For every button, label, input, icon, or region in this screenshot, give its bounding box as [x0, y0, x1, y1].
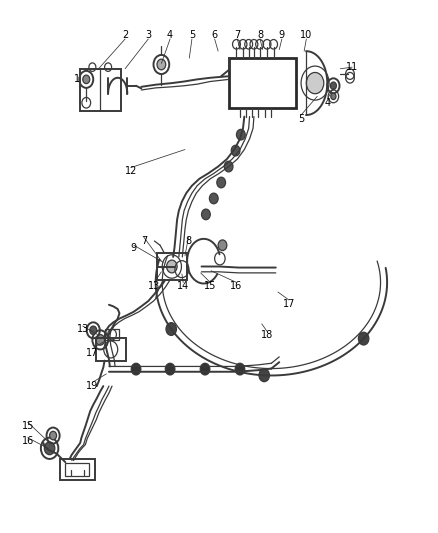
Text: 17: 17	[283, 298, 295, 309]
Text: 8: 8	[185, 236, 191, 246]
Text: 19: 19	[86, 381, 99, 391]
Circle shape	[209, 193, 218, 204]
Circle shape	[83, 75, 90, 84]
Bar	[96, 338, 126, 361]
Circle shape	[231, 146, 240, 156]
Text: 7: 7	[141, 236, 147, 246]
Text: 11: 11	[346, 62, 358, 72]
Circle shape	[259, 369, 269, 382]
Circle shape	[44, 442, 55, 455]
Circle shape	[165, 364, 175, 375]
Circle shape	[218, 240, 227, 251]
Circle shape	[166, 260, 177, 273]
Text: 10: 10	[300, 30, 312, 41]
Text: 14: 14	[177, 281, 189, 290]
Text: 16: 16	[21, 436, 34, 446]
Circle shape	[358, 332, 369, 345]
Text: 9: 9	[131, 244, 137, 253]
Bar	[157, 253, 187, 280]
Text: 9: 9	[279, 30, 285, 41]
Text: 6: 6	[212, 30, 218, 41]
Text: 3: 3	[145, 30, 152, 41]
Text: 15: 15	[21, 421, 34, 431]
Text: 12: 12	[125, 166, 137, 176]
Text: 2: 2	[122, 30, 128, 41]
Text: 13: 13	[148, 281, 160, 290]
Bar	[80, 69, 121, 111]
Circle shape	[331, 93, 336, 100]
Circle shape	[217, 177, 226, 188]
Text: 7: 7	[234, 30, 240, 41]
Text: 4: 4	[167, 30, 173, 41]
Circle shape	[90, 326, 97, 335]
Text: 5: 5	[298, 114, 304, 124]
Circle shape	[131, 364, 141, 375]
Circle shape	[49, 431, 57, 440]
Bar	[65, 463, 89, 476]
Bar	[229, 58, 297, 108]
Text: 1: 1	[74, 74, 80, 84]
Circle shape	[200, 364, 210, 375]
Text: 15: 15	[204, 281, 216, 290]
Text: 18: 18	[261, 329, 273, 340]
Circle shape	[96, 335, 105, 345]
Circle shape	[237, 130, 245, 140]
Text: 17: 17	[86, 348, 99, 358]
Circle shape	[330, 82, 336, 90]
Text: 5: 5	[189, 30, 195, 41]
Text: 16: 16	[230, 281, 243, 290]
Circle shape	[235, 364, 245, 375]
Circle shape	[306, 72, 324, 94]
Circle shape	[157, 59, 166, 70]
Circle shape	[224, 161, 233, 172]
Bar	[60, 459, 95, 480]
Text: 8: 8	[257, 30, 263, 41]
Circle shape	[201, 209, 210, 220]
Text: 13: 13	[77, 324, 89, 334]
Text: 4: 4	[324, 98, 330, 108]
Bar	[106, 329, 119, 341]
Circle shape	[166, 322, 177, 335]
